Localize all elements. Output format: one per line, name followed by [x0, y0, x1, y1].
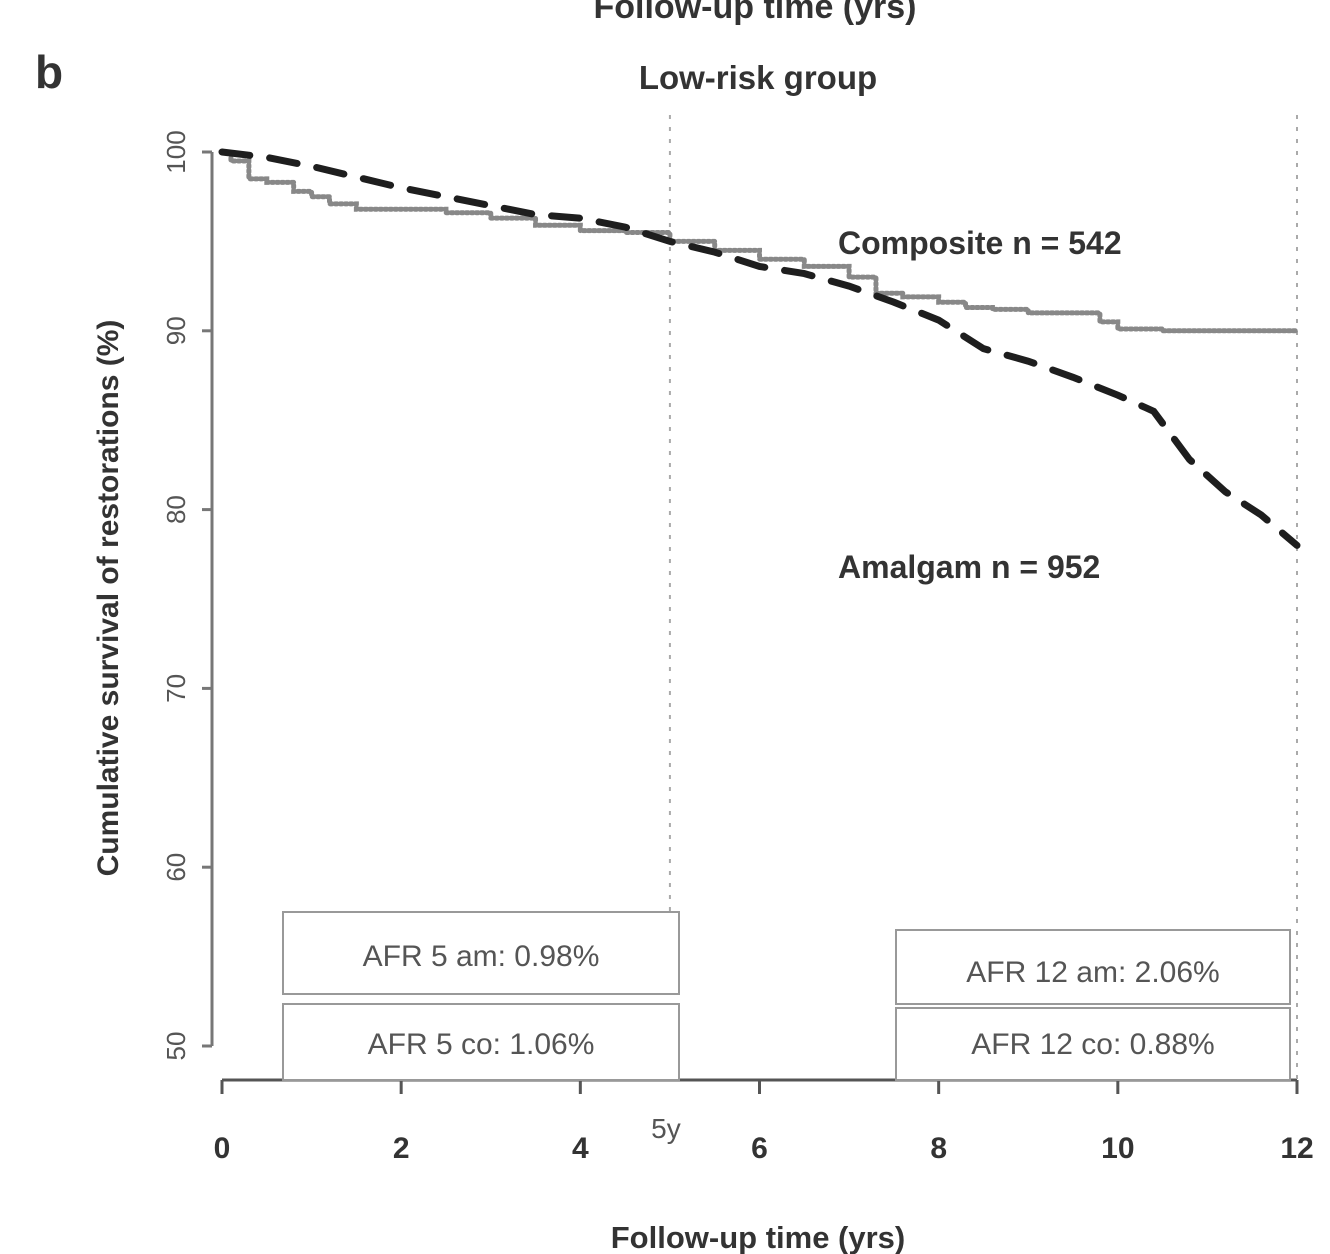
series-label-amalgam: Amalgam n = 952 [838, 549, 1100, 585]
series-line-composite [219, 149, 1300, 334]
x-tick-label: 2 [393, 1132, 410, 1165]
annotation-box [282, 911, 680, 995]
annotation-text: AFR 5 co: 1.06% [368, 1028, 595, 1061]
series-layer [218, 148, 1301, 549]
reference-line-label: 5y [651, 1113, 681, 1144]
series-labels: Composite n = 542 Amalgam n = 952 [838, 225, 1122, 585]
x-tick-label: 10 [1101, 1132, 1134, 1165]
annotation-box [895, 1007, 1291, 1081]
x-tick-label: 0 [214, 1132, 231, 1165]
panel-label: b [35, 46, 63, 98]
y-tick-label: 90 [161, 316, 191, 345]
annotation-text: AFR 12 am: 2.06% [966, 956, 1219, 989]
y-axis-title: Cumulative survival of restorations (%) [92, 320, 125, 877]
x-tick-label: 4 [572, 1132, 589, 1165]
axes: 50 60 70 80 90 100 0 2 4 6 8 10 12 [161, 130, 1314, 1165]
y-tick-label: 50 [161, 1032, 191, 1061]
series-line-amalgam [218, 148, 1301, 549]
y-tick-label: 70 [161, 674, 191, 703]
x-tick-label: 6 [751, 1132, 768, 1165]
y-tick-label: 60 [161, 853, 191, 882]
y-tick-label: 80 [161, 495, 191, 524]
x-tick-label: 12 [1280, 1132, 1313, 1165]
annotation-box [895, 929, 1291, 1005]
x-tick-label: 8 [930, 1132, 947, 1165]
annotation-text: AFR 12 co: 0.88% [971, 1028, 1214, 1061]
series-label-composite: Composite n = 542 [838, 225, 1122, 261]
annotation-text: AFR 5 am: 0.98% [363, 940, 600, 973]
chart-title: Low-risk group [639, 59, 877, 96]
annotation-box [282, 1003, 680, 1081]
top-cut-axis-label: Follow-up time (yrs) [594, 0, 917, 26]
y-tick-label: 100 [161, 130, 191, 173]
annotation-boxes: AFR 5 am: 0.98% AFR 5 co: 1.06% AFR 12 am:… [282, 911, 1291, 1081]
x-axis-title: Follow-up time (yrs) [611, 1220, 906, 1254]
